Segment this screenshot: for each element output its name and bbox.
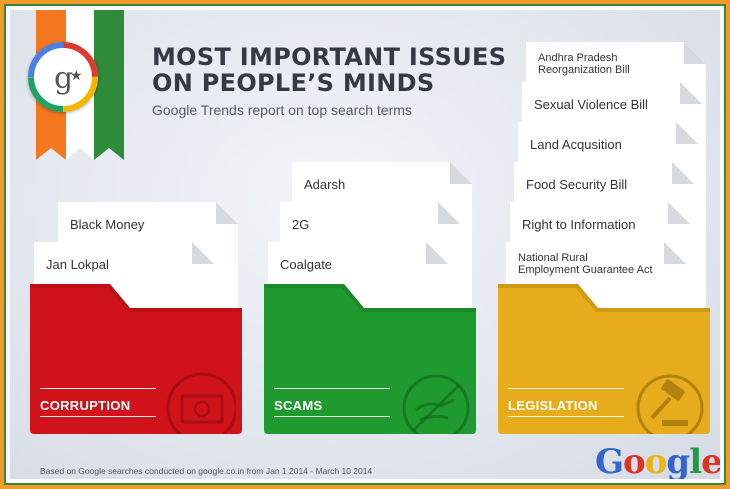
logo-letter: l — [689, 442, 702, 479]
document-label: Black Money — [70, 217, 145, 232]
page-subtitle: Google Trends report on top search terms — [152, 102, 412, 118]
folder-corruption: CORRUPTION — [30, 280, 242, 434]
title-line-1: MOST IMPORTANT ISSUES — [152, 43, 507, 71]
outer-frame: g ★ MOST IMPORTANT ISSUES ON PEOPLE’S MI… — [4, 4, 726, 485]
gavel-icon — [636, 374, 704, 434]
document-label-line: Reorganization Bill — [538, 64, 630, 76]
document-label: Food Security Bill — [526, 177, 628, 192]
document-label: Jan Lokpal — [46, 257, 109, 272]
folder-rule — [40, 416, 156, 417]
document-label-line: Andhra Pradesh — [538, 52, 618, 64]
folder-rule — [274, 416, 390, 417]
folder-legislation: LEGISLATION — [498, 280, 710, 434]
folder-rule — [274, 388, 390, 389]
bribe-handshake-icon — [402, 374, 470, 434]
logo-letter: o — [623, 442, 646, 479]
folder-rule — [508, 388, 624, 389]
document-label-line: Employment Guarantee Act — [518, 264, 653, 276]
folder-label-scams: SCAMS — [274, 398, 323, 413]
svg-text:★: ★ — [70, 68, 83, 84]
folder-rule — [508, 416, 624, 417]
folder-rule — [40, 388, 156, 389]
source-footnote: Based on Google searches conducted on go… — [40, 466, 373, 476]
document-label: Right to Information — [522, 217, 636, 232]
logo-letter: g — [666, 442, 690, 479]
google-plus-logo: g ★ — [28, 42, 98, 112]
logo-letter: e — [701, 442, 720, 479]
logo-letter: o — [644, 442, 668, 479]
infographic-canvas: g ★ MOST IMPORTANT ISSUES ON PEOPLE’S MI… — [10, 10, 720, 479]
folder-scams: SCAMS — [264, 280, 476, 434]
document-label-line: National Rural — [518, 252, 588, 264]
document-label: Adarsh — [304, 177, 346, 192]
logo-letter: G — [595, 442, 624, 479]
document-label: 2G — [292, 217, 310, 232]
folder-label-legislation: LEGISLATION — [508, 398, 598, 413]
rupee-note-icon — [166, 372, 236, 434]
document-label: National Rural Employment Guarantee Act — [518, 252, 653, 276]
title-line-2: ON PEOPLE’S MINDS — [152, 69, 435, 97]
google-logo: Google™ — [595, 442, 720, 479]
page-title: MOST IMPORTANT ISSUES ON PEOPLE’S MINDS — [152, 44, 512, 96]
tricolor-ribbon: g ★ — [28, 10, 124, 160]
svg-text:g: g — [54, 61, 73, 96]
folder-label-corruption: CORRUPTION — [40, 398, 131, 413]
document-label: Coalgate — [280, 257, 333, 272]
document-label: Land Acqusition — [530, 137, 622, 152]
document-label: Andhra Pradesh Reorganization Bill — [538, 52, 630, 76]
document-label: Sexual Violence Bill — [534, 97, 648, 112]
